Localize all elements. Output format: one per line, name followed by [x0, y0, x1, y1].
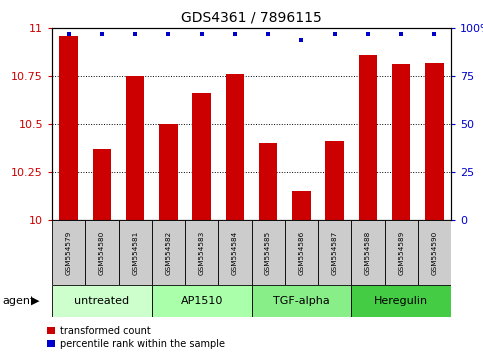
Bar: [159, 124, 178, 220]
Bar: [392, 64, 410, 220]
Text: agent: agent: [2, 296, 35, 306]
Text: untreated: untreated: [74, 296, 129, 306]
Point: [198, 31, 205, 36]
Text: GSM554583: GSM554583: [199, 230, 205, 275]
Bar: [118, 220, 152, 285]
Text: GSM554580: GSM554580: [99, 230, 105, 275]
Text: GSM554587: GSM554587: [332, 230, 338, 275]
Bar: [152, 220, 185, 285]
Text: GSM554590: GSM554590: [431, 230, 438, 275]
Text: GSM554579: GSM554579: [66, 230, 71, 275]
Bar: [384, 220, 418, 285]
Bar: [252, 220, 285, 285]
Text: AP1510: AP1510: [181, 296, 223, 306]
Bar: [185, 220, 218, 285]
Bar: [425, 63, 443, 220]
Text: ▶: ▶: [31, 296, 40, 306]
Point: [165, 31, 172, 36]
Bar: [259, 143, 277, 220]
Bar: [351, 220, 384, 285]
Bar: [126, 76, 144, 220]
Bar: [152, 285, 252, 317]
Text: GSM554585: GSM554585: [265, 230, 271, 275]
Point: [397, 31, 405, 36]
Bar: [292, 191, 311, 220]
Bar: [359, 55, 377, 220]
Title: GDS4361 / 7896115: GDS4361 / 7896115: [181, 10, 322, 24]
Bar: [193, 93, 211, 220]
Text: GSM554581: GSM554581: [132, 230, 138, 275]
Text: GSM554588: GSM554588: [365, 230, 371, 275]
Bar: [226, 74, 244, 220]
Bar: [285, 220, 318, 285]
Point: [65, 31, 72, 36]
Bar: [418, 220, 451, 285]
Text: GSM554582: GSM554582: [165, 230, 171, 275]
Point: [364, 31, 372, 36]
Bar: [326, 141, 344, 220]
Bar: [93, 149, 111, 220]
Bar: [318, 220, 351, 285]
Point: [298, 37, 305, 42]
Text: Heregulin: Heregulin: [374, 296, 428, 306]
Bar: [59, 36, 78, 220]
Bar: [351, 285, 451, 317]
Point: [98, 31, 106, 36]
Point: [131, 31, 139, 36]
Point: [331, 31, 339, 36]
Text: GSM554589: GSM554589: [398, 230, 404, 275]
Bar: [52, 220, 85, 285]
Point: [430, 31, 438, 36]
Legend: transformed count, percentile rank within the sample: transformed count, percentile rank withi…: [47, 326, 225, 349]
Point: [231, 31, 239, 36]
Bar: [52, 285, 152, 317]
Text: GSM554584: GSM554584: [232, 230, 238, 275]
Bar: [252, 285, 351, 317]
Point: [264, 31, 272, 36]
Bar: [85, 220, 118, 285]
Bar: [218, 220, 252, 285]
Text: GSM554586: GSM554586: [298, 230, 304, 275]
Text: TGF-alpha: TGF-alpha: [273, 296, 330, 306]
